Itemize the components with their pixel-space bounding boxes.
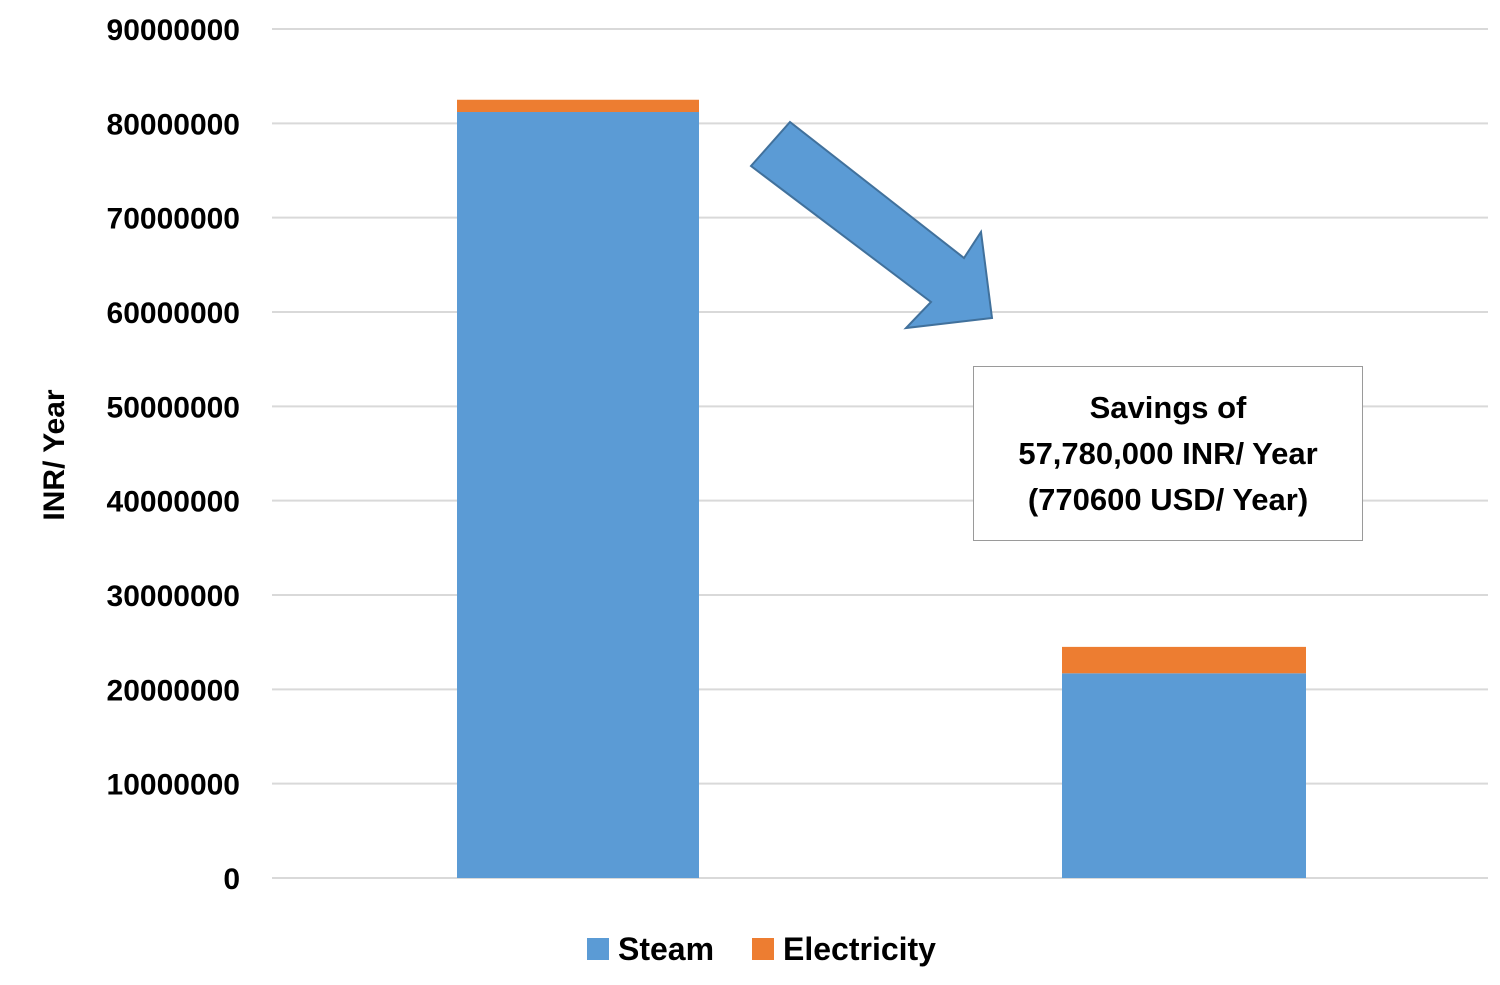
y-tick-label: 30000000 — [107, 580, 240, 613]
callout-line-3: (770600 USD/ Year) — [1027, 481, 1309, 517]
legend-label-steam: Steam — [618, 931, 714, 967]
bars — [457, 99, 1306, 879]
bar-electricity-2 — [1062, 646, 1306, 674]
legend: Steam Electricity — [587, 931, 936, 967]
y-tick-label: 80000000 — [107, 108, 240, 141]
legend-swatch-steam — [587, 938, 609, 960]
y-tick-label: 70000000 — [107, 203, 240, 236]
callout-line-1: Savings of — [1089, 389, 1247, 425]
callout-line-2: 57,780,000 INR/ Year — [1018, 435, 1318, 471]
decrease-arrow-icon — [749, 120, 994, 330]
y-tick-label: 60000000 — [107, 297, 240, 330]
y-tick-label: 50000000 — [107, 391, 240, 424]
y-tick-label: 10000000 — [107, 769, 240, 802]
bar-steam-2 — [1062, 673, 1306, 878]
legend-swatch-electricity — [752, 938, 774, 960]
bar-steam-1 — [457, 112, 699, 879]
bar-electricity-1 — [457, 99, 699, 113]
legend-label-electricity: Electricity — [783, 931, 936, 967]
y-tick-label: 90000000 — [107, 14, 240, 47]
y-tick-label: 20000000 — [107, 674, 240, 707]
y-tick-label: 40000000 — [107, 486, 240, 519]
y-axis-tick-labels: 0 10000000 20000000 30000000 40000000 5000000… — [107, 14, 240, 896]
y-axis-title: INR/ Year — [38, 389, 71, 521]
savings-callout: Savings of 57,780,000 INR/ Year (770600 … — [973, 366, 1363, 541]
y-tick-label: 0 — [223, 863, 240, 896]
